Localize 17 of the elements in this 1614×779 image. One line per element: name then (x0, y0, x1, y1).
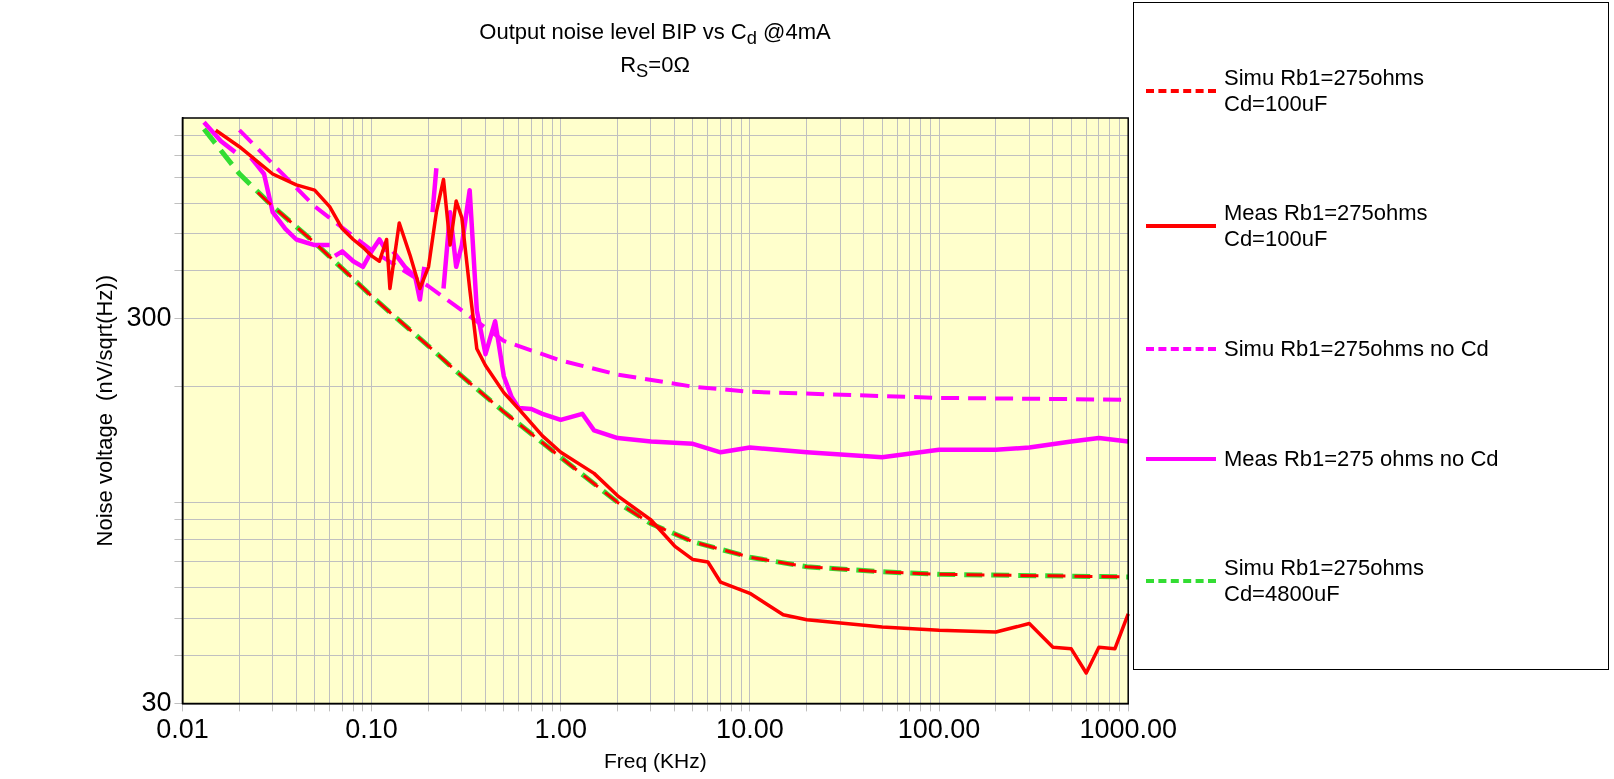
x-tick-label: 1.00 (534, 714, 588, 745)
legend-label: Simu Rb1=275ohms Cd=100uF (1224, 64, 1424, 117)
y-tick-label: 30 (141, 686, 172, 717)
x-tick-label: 100.00 (897, 714, 981, 745)
legend-label: Meas Rb1=275ohms Cd=100uF (1224, 200, 1428, 253)
x-tick-label: 10.00 (716, 714, 784, 745)
y-axis-title: Noise voltage (nV/sqrt(Hz)) (92, 274, 118, 547)
legend-label: Meas Rb1=275 ohms no Cd (1224, 445, 1499, 472)
legend-label: Simu Rb1=275ohms Cd=4800uF (1224, 555, 1424, 608)
x-axis-title: Freq (KHz) (603, 749, 707, 773)
legend-label: Simu Rb1=275ohms no Cd (1224, 335, 1489, 362)
y-tick-label: 300 (126, 302, 172, 333)
x-tick-label: 0.10 (345, 714, 398, 745)
x-tick-label: 1000.00 (1079, 714, 1178, 745)
x-tick-label: 0.01 (156, 714, 209, 745)
chart-subtitle: R$_{S}$=0Ω (619, 51, 691, 84)
chart-title: Output noise level BIP vs C$_{d}$ @4mA (478, 18, 832, 51)
